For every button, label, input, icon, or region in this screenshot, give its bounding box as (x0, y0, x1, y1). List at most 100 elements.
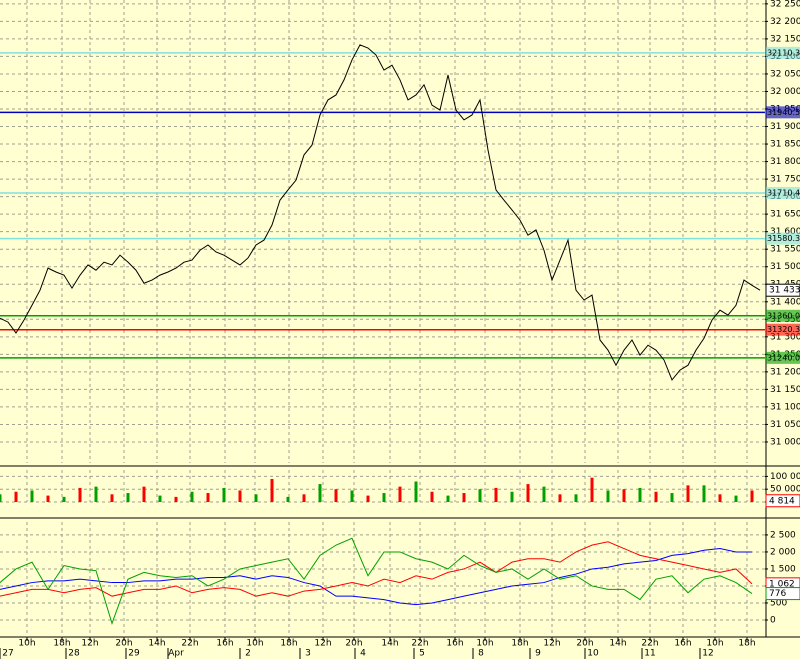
y-tick-label: 31 800 (770, 157, 800, 167)
price-line (0, 44, 761, 381)
x-tick-label: 16h (216, 639, 233, 649)
y-tick-label: 2 500 (770, 530, 796, 540)
volume-bar (254, 494, 258, 502)
volume-bar (622, 489, 626, 502)
y-tick-label: 31 100 (770, 402, 800, 412)
volume-bar (718, 494, 722, 502)
volume-bar (126, 493, 130, 502)
date-label: 11 (644, 649, 655, 659)
end-label: 1 062 (769, 579, 795, 589)
level-label-box (766, 106, 800, 119)
volume-bar (670, 493, 674, 502)
volume-bar (174, 496, 178, 502)
y-tick-label: 31 050 (770, 420, 800, 430)
x-tick-label: 22h (411, 639, 428, 649)
date-label: 9 (535, 649, 541, 659)
volume-bar (302, 494, 306, 502)
volume-bar (270, 478, 274, 502)
volume-bar (238, 490, 242, 502)
volume-bar (30, 490, 34, 502)
y-tick-label: 2 000 (770, 547, 796, 557)
level-label: 31240.0 (767, 353, 800, 362)
x-tick-label: 10h (246, 639, 263, 649)
x-tick-label: 18h (53, 639, 70, 649)
volume-bar (750, 490, 754, 502)
volume-bar (510, 491, 514, 502)
level-label-box (766, 232, 800, 245)
level-label: 31360.0 (767, 311, 800, 320)
volume-bar (398, 486, 402, 502)
volume-bar (78, 487, 82, 502)
volume-bar (526, 484, 530, 502)
volume-bar (110, 494, 114, 502)
y-tick-label: 100 000 (770, 472, 800, 482)
volume-bar (46, 495, 50, 502)
volume-bar (350, 490, 354, 502)
date-label: 3 (305, 649, 311, 659)
date-label: 29 (128, 649, 140, 659)
y-tick-label: 1 500 (770, 564, 796, 574)
volume-bar (606, 490, 610, 502)
last-price-label: 31 433 (769, 286, 800, 296)
x-tick-label: 22h (641, 639, 658, 649)
volume-bar (494, 487, 498, 502)
volume-bar (190, 491, 194, 502)
volume-bar (142, 486, 146, 502)
date-label: 5 (419, 649, 425, 659)
y-tick-label: 31 400 (770, 297, 800, 307)
volume-bar (334, 489, 338, 502)
y-tick-label: 31 600 (770, 227, 800, 237)
level-label-box (766, 351, 800, 364)
volume-bar (638, 487, 642, 502)
volume-bar (542, 486, 546, 502)
volume-bar (590, 477, 594, 502)
x-tick-label: 20h (576, 639, 593, 649)
x-tick-label: 20h (345, 639, 362, 649)
y-tick-label: 32 200 (770, 17, 800, 27)
volume-bar (158, 495, 162, 502)
y-tick-label: 32 150 (770, 34, 800, 44)
x-tick-label: 18h (280, 639, 297, 649)
volume-bar (734, 495, 738, 502)
end-label: 4 814 (769, 496, 795, 506)
x-tick-label: 12h (543, 639, 560, 649)
volume-bar (14, 491, 18, 502)
date-label: 2 (245, 649, 251, 659)
level-label: 31580.3 (767, 234, 800, 243)
volume-bar (318, 484, 322, 502)
volume-bar (430, 491, 434, 502)
volume-bar (702, 485, 706, 502)
date-label: 27 (2, 649, 13, 659)
x-tick-label: 14h (148, 639, 165, 649)
x-tick-label: 16h (446, 639, 463, 649)
price-line (0, 537, 753, 625)
end-label: 776 (769, 589, 786, 599)
x-tick-label: 18h (738, 639, 755, 649)
volume-bar (446, 495, 450, 502)
volume-bar (558, 494, 562, 502)
x-tick-label: 14h (381, 639, 398, 649)
level-label: 31320.3 (767, 325, 800, 334)
y-tick-label: 31 850 (770, 140, 800, 150)
y-tick-label: 31 550 (770, 245, 800, 255)
x-tick-label: 14h (609, 639, 626, 649)
x-tick-label: 12h (314, 639, 331, 649)
x-tick-label: 20h (115, 639, 132, 649)
level-label: 31710.4 (767, 188, 800, 197)
y-tick-label: 31 650 (770, 210, 800, 220)
volume-bar (478, 489, 482, 502)
level-label-box (766, 186, 800, 199)
level-label-box (766, 309, 800, 322)
x-tick-label: 10h (18, 639, 35, 649)
price-line (0, 541, 753, 597)
volume-bar (462, 493, 466, 502)
level-label: 32110.3 (767, 48, 800, 57)
end-label-box (765, 494, 800, 508)
level-label-box (766, 323, 800, 336)
volume-bar (286, 496, 290, 502)
x-tick-label: 10h (706, 639, 723, 649)
y-tick-label: 32 000 (770, 87, 800, 97)
date-label: 10 (587, 649, 599, 659)
x-tick-label: 18h (511, 639, 528, 649)
